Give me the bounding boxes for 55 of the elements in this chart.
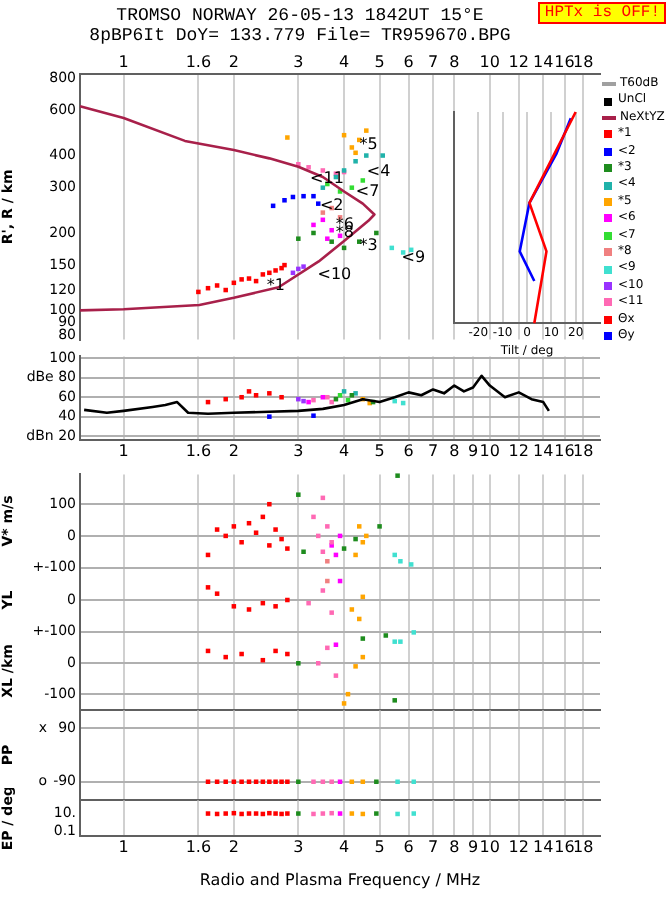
x-tick-label: 18 [573,837,594,856]
x-tick-label: 16 [554,441,575,460]
x-tick-label: 12 [508,52,529,71]
x-tick-label: 1 [118,441,129,460]
x-tick-label: 7 [427,52,439,71]
x-tick-label: 10 [479,441,500,460]
x-tick-label: 5 [374,441,385,460]
x-tick-label: 5 [374,837,385,856]
x-tick-label: 3 [293,52,304,71]
x-tick-label: 12 [508,441,529,460]
x-tick-label: 10 [479,837,500,856]
x-tick-label: 7 [427,441,439,460]
x-tick-label: 5 [374,52,385,71]
x-tick-label: 1.6 [185,441,212,460]
x-tick-label: 4 [338,441,350,460]
x-tick-label: 4 [338,837,350,856]
x-tick-label: 14 [533,441,554,460]
x-tick-label: 4 [338,52,350,71]
x-tick-label: 6 [403,837,414,856]
x-tick-label: 9 [467,837,479,856]
x-tick-label: 1.6 [185,837,212,856]
annotation: <4 [366,162,391,181]
annotation: <7 [355,181,380,200]
x-tick-label: 2 [228,837,239,856]
x-tick-label: 3 [293,441,304,460]
x-tick-label: 16 [554,52,575,71]
x-tick-label: 10 [479,52,500,71]
x-tick-label: 1 [118,52,129,71]
x-tick-label: 2 [228,52,239,71]
annotation: <10 [317,264,352,283]
x-tick-label: 1.6 [185,52,212,71]
x-tick-label: 1 [118,837,129,856]
x-axis-title: Radio and Plasma Frequency / MHz [199,870,481,889]
x-tick-label: 2 [228,441,239,460]
x-tick-label: 8 [449,837,460,856]
text: HPTx is OFF! [538,2,666,24]
x-tick-label: 14 [533,837,554,856]
x-tick-label: 16 [554,837,575,856]
x-tick-label: 14 [533,52,554,71]
x-tick-label: 6 [403,441,414,460]
x-tick-label: 8 [449,441,460,460]
chart-title: TROMSO NORWAY 26-05-13 1842UT 15°E [116,6,484,26]
x-tick-label: 8 [449,52,460,71]
x-tick-label: 3 [293,837,304,856]
annotation: <2 [319,195,344,214]
annotation: *3 [359,236,378,255]
chart-subtitle: 8pBP6It DoY= 133.779 File= TR959670.BPG [87,26,513,46]
annotation: *5 [359,135,378,154]
x-tick-label: 9 [467,441,479,460]
annotation: <9 [401,248,426,267]
x-tick-label: 7 [427,837,439,856]
x-tick-label: 18 [573,52,594,71]
x-tick-label: 18 [573,441,594,460]
x-tick-label: 6 [403,52,414,71]
x-tick-label: 12 [508,837,529,856]
